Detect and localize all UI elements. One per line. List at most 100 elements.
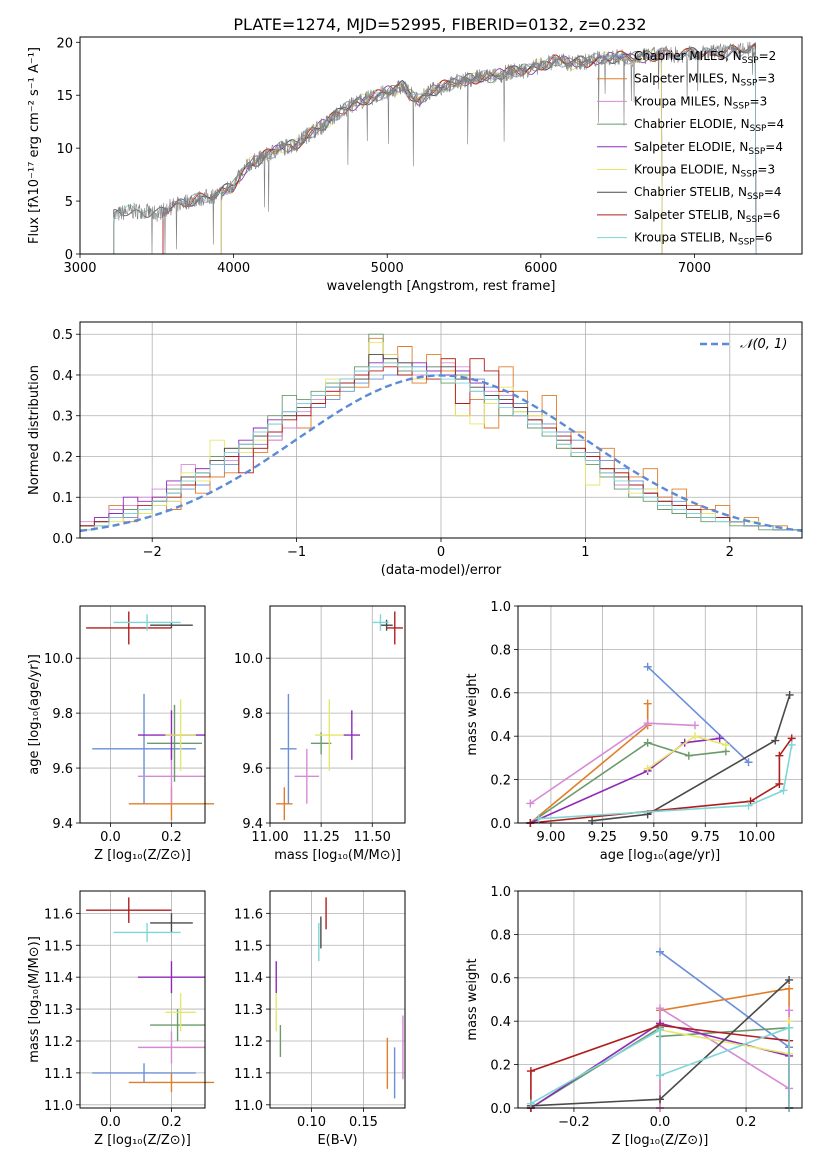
y-tick-label: 9.8 xyxy=(242,707,263,722)
legend-entry-label: Salpeter MILES, N xyxy=(634,72,741,86)
mass-weight-marker xyxy=(744,758,753,767)
mass-weight-marker xyxy=(643,719,652,728)
x-tick-label: 0.10 xyxy=(297,1115,326,1130)
legend-entry-count: =6 xyxy=(763,208,781,222)
errorbar-point xyxy=(147,704,202,782)
x-tick-label: 4000 xyxy=(217,261,250,276)
legend-entry-count: =4 xyxy=(765,140,783,154)
legend-entry-subscript: SSP xyxy=(746,215,763,225)
panel-mass-weight-vs-Z: −0.2 0.0 0.2 0.0 0.2 0.4 0.6 0.8 1.0 Z [log₁₀(Z/Z… xyxy=(465,885,803,1148)
y-tick-label: 5 xyxy=(65,195,73,210)
x-tick-label: 7000 xyxy=(678,261,711,276)
mass-weight-marker xyxy=(526,1067,535,1076)
ticks-mass-vs-EBV: 0.10 0.15 11.0 11.1 11.2 11.3 11.4 11.5 11.6 xyxy=(234,907,378,1130)
y-tick-label: 9.4 xyxy=(52,817,73,832)
panel-age-vs-mass: 11.00 11.25 11.50 9.4 9.6 9.8 10.0 mass [log₁₀(… xyxy=(234,605,406,863)
errorbar-point xyxy=(92,693,196,804)
spectrum-title: PLATE=1274, MJD=52995, FIBERID=0132, z=0… xyxy=(233,15,646,34)
mass-weight-marker xyxy=(775,751,784,760)
mass-weight-marker xyxy=(771,736,780,745)
y-tick-label: 0.6 xyxy=(490,972,511,987)
x-axis-label: Z [log₁₀(Z/Z⊙)] xyxy=(94,1133,191,1148)
y-tick-label: 11.4 xyxy=(44,971,73,986)
legend-entry: Chabrier MILES, NSSP=2 xyxy=(634,49,776,66)
errorbar-point xyxy=(150,622,193,628)
mass-weight-marker xyxy=(588,816,597,825)
axes-frame xyxy=(517,605,803,824)
mass-weight-series xyxy=(534,740,796,823)
errorbar-point xyxy=(372,614,389,631)
y-axis-label: Flux [fλ10⁻¹⁷ erg cm⁻² s⁻¹ A⁻¹] xyxy=(27,47,42,244)
errorbar-point xyxy=(113,614,181,631)
mass-weight-series xyxy=(643,662,753,767)
y-tick-label: 0.4 xyxy=(52,369,73,384)
y-axis-label: age [log₁₀(age/yr)] xyxy=(27,654,42,775)
grid-mass-weight-vs-age xyxy=(518,605,802,824)
x-axis-label: E(B-V) xyxy=(317,1133,357,1148)
x-tick-label: −1 xyxy=(287,545,306,560)
axes-frame xyxy=(79,321,803,539)
errorbar-point xyxy=(150,1009,205,1041)
errorbar-point xyxy=(128,1072,215,1093)
ticks-spectrum: 3000 4000 5000 6000 7000 0 5 10 15 20 xyxy=(56,36,711,276)
errorbar-point xyxy=(315,699,344,771)
ticks-mass-vs-Z: 0.0 0.2 11.0 11.1 11.2 11.3 11.4 11.5 11.6 xyxy=(44,907,182,1130)
legend-entry-subscript: SSP xyxy=(748,147,765,157)
x-tick-label: 11.50 xyxy=(354,830,391,845)
x-tick-label: 9.75 xyxy=(691,830,720,845)
errorbar-point xyxy=(92,1063,196,1083)
histogram-series xyxy=(80,362,802,531)
legend-entry-count: =4 xyxy=(766,117,784,131)
y-tick-label: 11.0 xyxy=(44,1099,73,1114)
mass-weight-marker xyxy=(785,1006,794,1015)
legend-entry-label: Chabrier STELIB, N xyxy=(634,185,747,199)
mass-weight-marker xyxy=(656,1095,664,1104)
y-tick-label: 0.1 xyxy=(52,491,73,506)
legend-entry-count: =6 xyxy=(755,231,773,245)
y-tick-label: 11.3 xyxy=(44,1003,73,1018)
x-tick-label: 9.00 xyxy=(536,830,565,845)
y-tick-label: 9.4 xyxy=(242,817,263,832)
mass-weight-line xyxy=(529,737,720,824)
y-tick-label: 9.8 xyxy=(52,707,73,722)
y-tick-label: 0.2 xyxy=(490,1059,511,1074)
mass-weight-marker xyxy=(715,734,724,743)
plot-area-age-vs-mass xyxy=(276,611,403,821)
legend-entry-label: Kroupa ELODIE, N xyxy=(634,163,741,177)
errorbar-point xyxy=(310,732,332,755)
mass-weight-line xyxy=(592,694,791,822)
y-axis-label: mass weight xyxy=(465,958,480,1040)
mass-weight-marker xyxy=(656,1071,664,1080)
x-tick-label: 11.00 xyxy=(251,830,288,845)
observed-spectrum-line xyxy=(113,41,757,255)
legend-entry: Salpeter ELODIE, NSSP=4 xyxy=(634,140,783,157)
y-tick-label: 0.8 xyxy=(490,928,511,943)
mass-weight-marker xyxy=(643,764,652,773)
mass-weight-marker xyxy=(534,814,543,823)
axes-frame xyxy=(79,36,803,255)
mass-weight-marker xyxy=(787,740,796,749)
y-tick-label: 20 xyxy=(56,36,73,51)
y-tick-label: 0.4 xyxy=(490,730,511,745)
x-tick-label: 0.0 xyxy=(650,1115,671,1130)
mass-weight-marker xyxy=(690,721,699,730)
panel-spectrum: 3000 4000 5000 6000 7000 0 5 10 15 20 wavelength [… xyxy=(27,36,803,294)
errorbar-point xyxy=(86,611,172,645)
y-tick-label: 0.8 xyxy=(490,643,511,658)
legend-entry: 𝒩(0, 1) xyxy=(740,337,787,352)
plot-area-mass-vs-EBV xyxy=(275,897,404,1099)
mass-weight-series xyxy=(588,690,794,825)
y-tick-label: 0.0 xyxy=(490,1102,511,1117)
x-axis-label: Z [log₁₀(Z/Z⊙)] xyxy=(612,1133,709,1148)
plot-area-spectrum xyxy=(113,41,757,255)
x-tick-label: 0.2 xyxy=(736,1115,757,1130)
x-axis-label: (data-model)/error xyxy=(381,563,502,578)
axes-frame xyxy=(269,605,406,824)
legend-entry-subscript: SSP xyxy=(741,79,758,89)
panel-residuals: −2 −1 0 1 2 0.0 0.1 0.2 0.3 0.4 0.5 (data-model)/er… xyxy=(27,321,803,578)
legend-entry-label: Salpeter STELIB, N xyxy=(634,208,746,222)
normal-distribution-curve xyxy=(79,374,803,533)
legend-entry: Chabrier STELIB, NSSP=4 xyxy=(634,185,782,202)
mass-weight-marker xyxy=(785,690,794,699)
